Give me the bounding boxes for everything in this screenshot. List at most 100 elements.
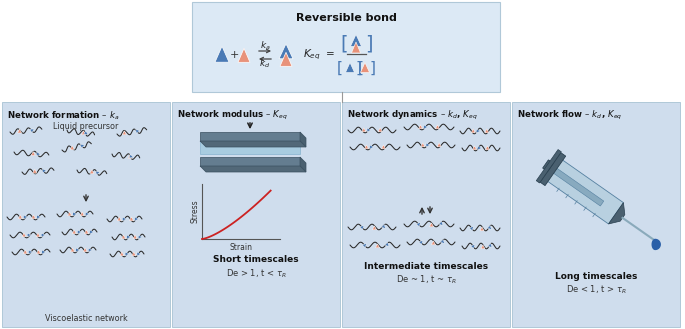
Text: De > 1, t < $\tau_R$: De > 1, t < $\tau_R$ <box>225 267 286 280</box>
Polygon shape <box>471 244 475 249</box>
Polygon shape <box>33 169 37 173</box>
Polygon shape <box>71 248 75 252</box>
Polygon shape <box>42 169 47 173</box>
Polygon shape <box>32 151 35 156</box>
Polygon shape <box>96 171 100 175</box>
Polygon shape <box>471 129 475 133</box>
Polygon shape <box>485 129 489 133</box>
Polygon shape <box>37 215 41 219</box>
Polygon shape <box>385 242 389 246</box>
Polygon shape <box>36 233 40 237</box>
Polygon shape <box>362 243 366 248</box>
Polygon shape <box>41 233 45 237</box>
Polygon shape <box>652 240 660 249</box>
Polygon shape <box>436 125 440 129</box>
Polygon shape <box>27 233 32 237</box>
Polygon shape <box>419 125 423 129</box>
Polygon shape <box>362 128 366 132</box>
Polygon shape <box>545 159 623 224</box>
Text: Intermediate timescales: Intermediate timescales <box>364 262 488 271</box>
Polygon shape <box>129 217 134 221</box>
Polygon shape <box>76 248 79 252</box>
Text: De < 1, t > $\tau_R$: De < 1, t > $\tau_R$ <box>566 284 626 296</box>
Polygon shape <box>36 152 40 156</box>
Polygon shape <box>200 132 300 141</box>
Polygon shape <box>440 239 445 243</box>
Polygon shape <box>215 46 229 62</box>
Polygon shape <box>90 230 94 234</box>
Polygon shape <box>416 222 421 227</box>
Polygon shape <box>540 153 566 186</box>
Polygon shape <box>128 154 132 158</box>
Polygon shape <box>132 252 136 256</box>
Polygon shape <box>123 131 127 135</box>
Polygon shape <box>382 145 386 149</box>
Polygon shape <box>138 235 142 239</box>
FancyBboxPatch shape <box>192 2 500 92</box>
Polygon shape <box>32 215 36 219</box>
Polygon shape <box>300 157 306 172</box>
Text: Short timescales: Short timescales <box>213 255 299 264</box>
Polygon shape <box>136 129 140 133</box>
Polygon shape <box>129 154 134 158</box>
Polygon shape <box>476 129 480 133</box>
Polygon shape <box>23 215 27 219</box>
Polygon shape <box>373 226 376 230</box>
Text: Viscoelastic network: Viscoelastic network <box>45 314 127 323</box>
Text: $k_a$: $k_a$ <box>260 40 271 52</box>
Polygon shape <box>551 167 603 206</box>
Polygon shape <box>487 225 492 230</box>
Text: $K_{eq}$  =: $K_{eq}$ = <box>303 48 336 62</box>
Polygon shape <box>536 150 561 183</box>
Polygon shape <box>133 235 137 239</box>
Polygon shape <box>22 233 26 237</box>
Polygon shape <box>18 215 23 219</box>
FancyBboxPatch shape <box>172 102 340 327</box>
Polygon shape <box>68 212 72 216</box>
Polygon shape <box>77 230 82 234</box>
Polygon shape <box>127 235 131 239</box>
Polygon shape <box>426 143 430 147</box>
Polygon shape <box>200 166 306 172</box>
Polygon shape <box>72 230 76 234</box>
Polygon shape <box>121 235 125 239</box>
Polygon shape <box>382 224 386 229</box>
Text: Network flow – $k_d$, $K_{eq}$: Network flow – $k_d$, $K_{eq}$ <box>517 109 622 122</box>
Polygon shape <box>378 128 382 132</box>
Text: Strain: Strain <box>229 243 253 252</box>
Polygon shape <box>469 226 473 231</box>
Polygon shape <box>432 241 436 245</box>
Polygon shape <box>473 146 477 150</box>
Polygon shape <box>439 221 443 226</box>
Text: Network modulus – $K_{eq}$: Network modulus – $K_{eq}$ <box>177 109 288 122</box>
Polygon shape <box>345 63 355 72</box>
Polygon shape <box>82 131 86 135</box>
Polygon shape <box>80 212 84 216</box>
Polygon shape <box>125 252 129 256</box>
Polygon shape <box>351 35 362 46</box>
Text: Stress: Stress <box>191 200 200 223</box>
Text: Network formation – $k_a$: Network formation – $k_a$ <box>7 109 120 121</box>
Polygon shape <box>71 146 74 150</box>
Polygon shape <box>370 145 374 149</box>
Text: [: [ <box>337 61 343 75</box>
Polygon shape <box>360 225 364 230</box>
Polygon shape <box>42 250 46 254</box>
Polygon shape <box>429 223 434 227</box>
Polygon shape <box>360 63 369 72</box>
Polygon shape <box>424 125 427 129</box>
Polygon shape <box>83 248 87 252</box>
FancyBboxPatch shape <box>512 102 680 327</box>
Text: Reversible bond: Reversible bond <box>295 13 397 23</box>
Polygon shape <box>364 145 369 149</box>
Polygon shape <box>375 244 379 248</box>
Polygon shape <box>117 217 121 221</box>
Polygon shape <box>123 217 127 221</box>
Polygon shape <box>608 203 625 224</box>
FancyBboxPatch shape <box>342 102 510 327</box>
Polygon shape <box>280 52 292 66</box>
Polygon shape <box>279 44 293 59</box>
Polygon shape <box>36 250 40 254</box>
Text: ]: ] <box>370 61 376 75</box>
Text: ]: ] <box>356 61 362 75</box>
